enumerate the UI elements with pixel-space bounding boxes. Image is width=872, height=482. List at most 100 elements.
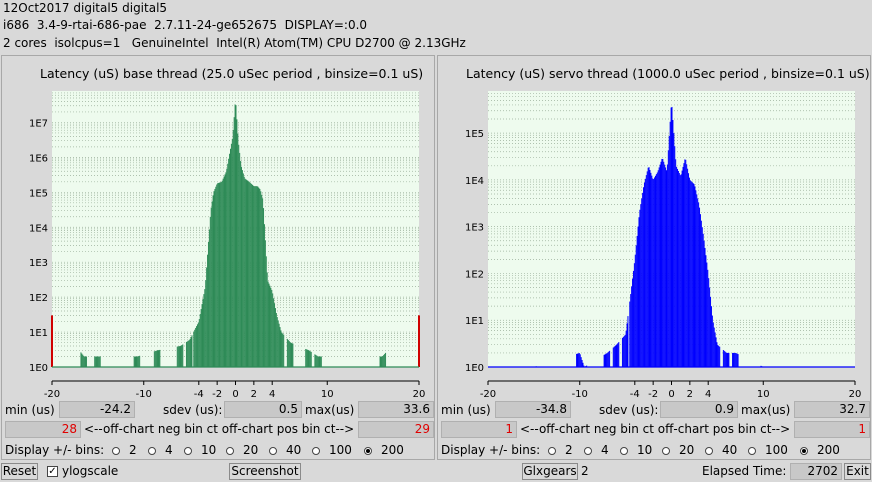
histogram-bar <box>256 186 258 367</box>
histogram-bar <box>199 314 201 367</box>
servo-bins-label-40: 40 <box>722 443 738 457</box>
histogram-bar <box>241 166 243 367</box>
histogram-bar <box>206 267 208 367</box>
base-bins-radio-40[interactable] <box>269 447 277 455</box>
histogram-bar <box>99 356 101 367</box>
servo-bins-radio-10[interactable] <box>620 447 628 455</box>
screenshot-button[interactable]: Screenshot <box>229 463 301 480</box>
x-tick-label: 4 <box>705 389 711 400</box>
histogram-bar <box>668 136 670 367</box>
histogram-bar <box>95 356 97 367</box>
x-tick-label: -20 <box>480 389 496 400</box>
servo-bins-radio-40[interactable] <box>705 447 713 455</box>
histogram-bar <box>578 353 580 367</box>
x-tick-label: 2 <box>251 389 257 400</box>
x-tick-label: 20 <box>849 389 862 400</box>
servo-bins-radio-2[interactable] <box>548 447 556 455</box>
histogram-bar <box>266 272 268 367</box>
base-bins-radio-100[interactable] <box>312 447 320 455</box>
histogram-bar <box>698 202 700 367</box>
base-min-value: -24.2 <box>59 401 135 418</box>
histogram-bar <box>631 286 633 367</box>
base-bins-radio-20[interactable] <box>226 447 234 455</box>
histogram-bar <box>194 329 196 367</box>
histogram-bar <box>265 256 267 367</box>
histogram-bar <box>689 180 691 367</box>
ylogscale-checkbox[interactable]: ✓ <box>47 466 58 477</box>
histogram-bar <box>630 294 632 367</box>
histogram-bar <box>648 167 650 367</box>
histogram-bar <box>649 170 651 367</box>
histogram-bar <box>647 167 649 367</box>
histogram-bar <box>318 356 320 367</box>
histogram-bar <box>692 183 694 367</box>
servo-bins-label-200: 200 <box>817 443 840 457</box>
histogram-bar <box>85 356 87 367</box>
servo-bins-radio-4[interactable] <box>584 447 592 455</box>
histogram-bar <box>282 333 284 367</box>
histogram-bar <box>603 354 605 367</box>
glxgears-button[interactable]: Glxgears <box>522 463 578 480</box>
histogram-bar <box>582 362 584 367</box>
reset-button[interactable]: Reset <box>1 463 38 480</box>
base-bins-radio-2[interactable] <box>112 447 120 455</box>
histogram-bar <box>215 186 217 367</box>
histogram-bar <box>251 183 253 367</box>
histogram-bar <box>204 289 206 367</box>
ylogscale-label: ylogscale <box>62 464 119 478</box>
base-bins-label-2: 2 <box>129 443 137 457</box>
servo-bins-radio-20[interactable] <box>662 447 670 455</box>
histogram-bar <box>238 144 240 367</box>
histogram-bar <box>677 168 679 367</box>
exit-button[interactable]: Exit <box>844 463 871 480</box>
servo-bins-radio-100[interactable] <box>748 447 756 455</box>
histogram-bar <box>218 182 220 367</box>
histogram-bar <box>230 143 232 367</box>
base-max-value: 33.6 <box>358 401 434 418</box>
servo-neg-bin-count: 1 <box>441 421 517 438</box>
offchart-bar <box>418 315 420 367</box>
histogram-bar <box>277 320 279 367</box>
histogram-bar <box>734 352 736 367</box>
histogram-bar <box>135 356 137 367</box>
histogram-bar <box>715 337 717 367</box>
histogram-bar <box>705 255 707 367</box>
histogram-bar <box>684 159 686 367</box>
y-tick-label: 1E1 <box>465 316 484 327</box>
base-bins-radio-200[interactable] <box>364 447 372 455</box>
histogram-bar <box>207 254 209 367</box>
histogram-bar <box>637 226 639 367</box>
histogram-bar <box>318 356 320 367</box>
base-bins-radio-4[interactable] <box>148 447 156 455</box>
elapsed-time-value: 2702 <box>790 463 842 480</box>
histogram-bar <box>719 346 721 367</box>
servo-bins-radio-200[interactable] <box>800 447 808 455</box>
histogram-bar <box>697 198 699 367</box>
histogram-bar <box>310 351 312 367</box>
histogram-bar <box>703 240 705 367</box>
histogram-bar <box>262 198 264 367</box>
histogram-bar <box>691 182 693 367</box>
y-tick-label: 1E4 <box>29 223 48 234</box>
base-min-label: min (us) <box>5 403 55 417</box>
histogram-bar <box>625 330 627 367</box>
x-tick-label: 2 <box>687 389 693 400</box>
base-bins-radio-10[interactable] <box>184 447 192 455</box>
histogram-bar <box>270 287 272 367</box>
histogram-bar <box>305 348 307 367</box>
histogram-bar <box>716 342 718 367</box>
histogram-bar <box>672 120 674 367</box>
histogram-bar <box>710 296 712 367</box>
histogram-bar <box>287 339 289 367</box>
histogram-bar <box>269 285 271 367</box>
histogram-bar <box>96 356 98 367</box>
histogram-bar <box>604 354 606 367</box>
histogram-bar <box>180 345 182 367</box>
histogram-bar <box>308 350 310 367</box>
y-tick-label: 1E2 <box>465 269 484 280</box>
histogram-bar <box>614 345 616 367</box>
glxgears-count: 2 <box>581 464 589 478</box>
histogram-bar <box>693 183 695 367</box>
servo-bins-radio-group: 2 4 10 20 40 100 200 <box>548 443 868 459</box>
histogram-bar <box>240 161 242 367</box>
